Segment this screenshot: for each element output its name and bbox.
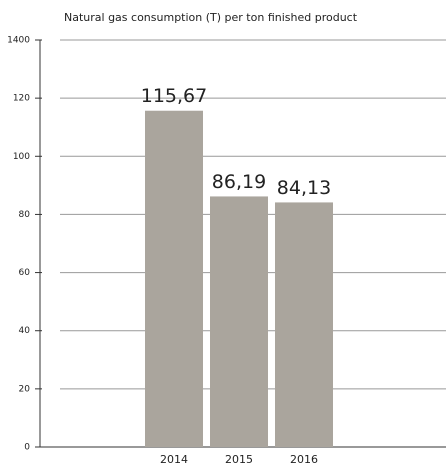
x-tick-label: 2015 [225, 453, 253, 466]
y-tick-label: 120 [13, 94, 30, 104]
y-tick-label: 100 [13, 152, 30, 162]
y-tick-label: 80 [19, 210, 31, 220]
bar [145, 110, 203, 448]
chart-title: Natural gas consumption (T) per ton fini… [64, 11, 358, 24]
value-label: 86,19 [212, 171, 266, 193]
y-tick-label: 1400 [7, 36, 30, 46]
value-label: 84,13 [277, 177, 331, 199]
x-tick-label: 2016 [290, 453, 318, 466]
y-tick-label: 0 [24, 443, 30, 453]
bar [275, 202, 333, 447]
y-tick-label: 20 [19, 384, 31, 394]
value-label: 115,67 [141, 85, 207, 107]
x-tick-label: 2014 [160, 453, 188, 466]
y-tick-label: 60 [19, 268, 31, 278]
y-tick-label: 40 [19, 326, 31, 336]
bar [210, 196, 268, 447]
